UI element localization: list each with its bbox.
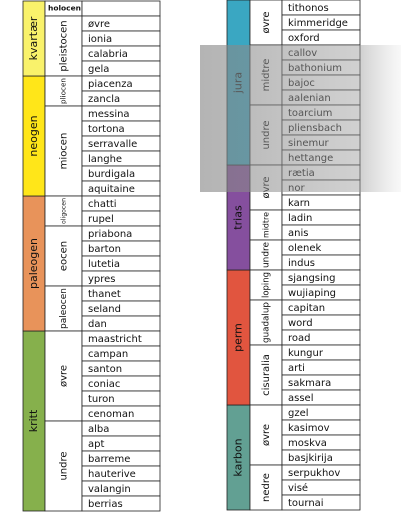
period-label: karbon — [232, 438, 245, 476]
stage-label: arti — [288, 363, 305, 374]
stage-label: burdigala — [88, 169, 135, 180]
stage-label: anis — [288, 228, 308, 239]
epoch-cell — [44, 75, 83, 107]
stage-label: alba — [88, 424, 109, 435]
epoch-cell — [249, 404, 283, 466]
epoch-label: nedre — [261, 473, 272, 502]
stage-label: berrias — [88, 499, 123, 510]
period-label: trias — [232, 205, 245, 230]
stage-label: wujiaping — [288, 288, 336, 299]
epoch-label: undre — [262, 242, 272, 268]
epoch-cell — [249, 299, 283, 346]
epoch-cell — [44, 420, 83, 512]
epoch-label: oligocen — [61, 198, 68, 224]
stage-label: lutetia — [88, 259, 120, 270]
stage-label: dan — [88, 319, 107, 330]
stage-label: visé — [288, 482, 308, 494]
epoch-label: cisuralia — [261, 354, 272, 396]
stage-label: chatti — [88, 199, 117, 210]
stage-label: kasimov — [288, 423, 330, 434]
stage-label: maastricht — [88, 334, 142, 345]
stage-label: gela — [88, 64, 109, 75]
epoch-label: øvre — [261, 424, 272, 446]
stage-label: aquitaine — [88, 184, 135, 195]
stage-label: basjkirija — [288, 453, 333, 464]
stage-label: assel — [288, 393, 313, 404]
stage-label: gzel — [288, 408, 309, 419]
epoch-cell — [44, 195, 83, 227]
epoch-cell — [44, 330, 83, 422]
stage-cell — [81, 495, 161, 512]
period-label: kvartær — [27, 16, 40, 60]
stage-label: ionia — [88, 34, 112, 45]
stage-label: tithonos — [288, 3, 329, 14]
stage-label: olenek — [288, 243, 322, 254]
stage-label: tournai — [288, 498, 324, 509]
stage-label: coniac — [88, 379, 120, 390]
epoch-label: guadalup — [262, 302, 272, 343]
stage-label: langhe — [88, 154, 122, 165]
epoch-label: miocen — [59, 133, 70, 170]
stage-label: sjangsing — [288, 273, 335, 284]
stage-label: capitan — [288, 303, 325, 314]
stage-label: word — [288, 318, 313, 329]
stage-label: barreme — [88, 454, 130, 465]
stage-cell — [81, 0, 161, 17]
stage-label: piacenza — [88, 79, 133, 90]
stage-label: apt — [88, 439, 104, 450]
stage-label: kungur — [288, 348, 324, 359]
epoch-label: midtre — [262, 212, 271, 238]
stage-label: serpukhov — [288, 468, 340, 479]
stage-label: seland — [88, 304, 121, 315]
stage-label: ypres — [88, 274, 116, 285]
highlight-band — [200, 45, 401, 192]
stage-label: turon — [88, 394, 115, 405]
epoch-label: undre — [59, 451, 70, 480]
stage-label: barton — [88, 244, 121, 255]
stage-label: serravalle — [88, 139, 137, 150]
stage-label: sakmara — [288, 378, 331, 389]
period-label: paleogen — [27, 238, 40, 289]
stage-label: hauterive — [88, 469, 136, 480]
stage-label: cenoman — [88, 409, 134, 420]
stage-label: rupel — [88, 214, 114, 225]
stage-label: campan — [88, 349, 128, 360]
stage-label: karn — [288, 198, 310, 209]
epoch-label: paleocen — [59, 288, 69, 329]
stage-label: øvre — [88, 19, 110, 30]
stage-label: ladin — [288, 213, 312, 224]
epoch-label: holocen — [48, 4, 81, 13]
stage-cell — [281, 494, 361, 511]
stage-label: tortona — [88, 124, 125, 135]
epoch-label: øvre — [59, 365, 70, 387]
epoch-cell — [249, 269, 283, 301]
epoch-cell — [44, 105, 83, 197]
stage-label: calabria — [88, 49, 128, 60]
stage-label: priabona — [88, 229, 132, 240]
stage-label: indus — [288, 258, 315, 269]
epoch-label: pleistocen — [59, 20, 70, 71]
stage-label: zancla — [88, 94, 120, 105]
epoch-label: øvre — [261, 11, 272, 33]
epoch-label: eocen — [59, 241, 70, 271]
epoch-cell — [249, 464, 283, 511]
epoch-cell — [44, 285, 83, 332]
epoch-label: loping — [261, 272, 271, 298]
stage-label: moskva — [288, 438, 327, 449]
stage-label: santon — [88, 364, 122, 375]
stage-label: oxford — [288, 33, 320, 44]
stage-label: valangin — [88, 484, 131, 495]
period-label: kritt — [27, 409, 40, 432]
epoch-label: pliocen — [59, 78, 68, 104]
period-label: perm — [232, 323, 245, 352]
stage-label: messina — [88, 109, 130, 120]
stage-label: thanet — [88, 289, 121, 300]
period-label: neogen — [27, 115, 40, 156]
stage-label: kimmeridge — [288, 18, 348, 29]
stage-label: road — [288, 333, 311, 344]
